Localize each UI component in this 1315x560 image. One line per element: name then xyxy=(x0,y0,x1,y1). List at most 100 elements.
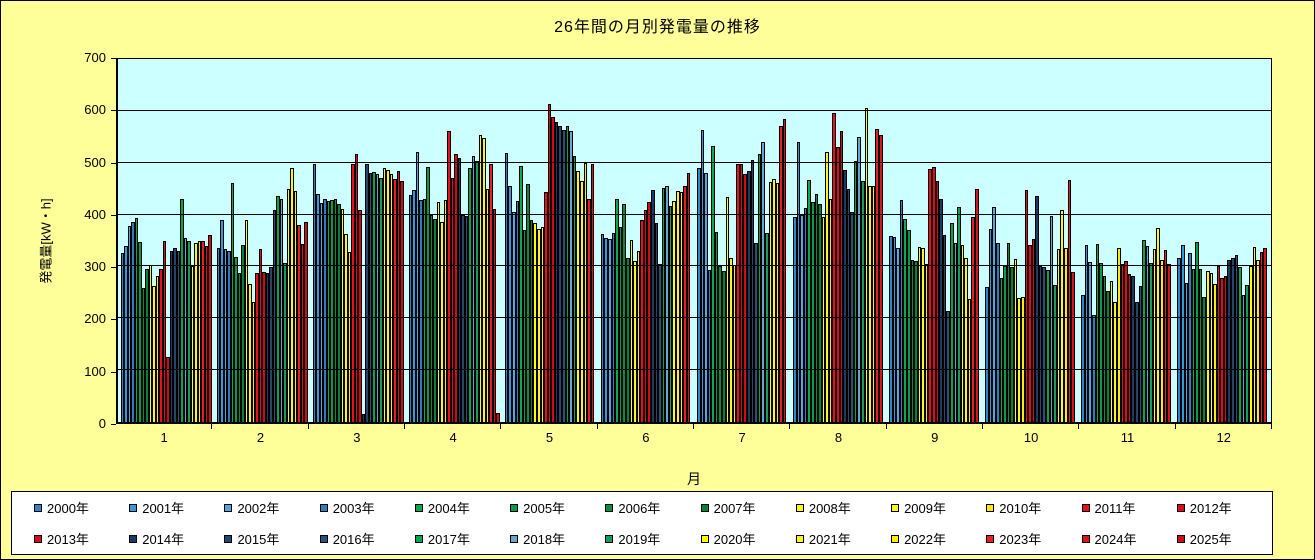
bar xyxy=(166,357,170,422)
x-axis-tick-mark xyxy=(1176,424,1272,429)
bar xyxy=(643,210,648,422)
bar xyxy=(1248,266,1253,422)
bar xyxy=(1071,272,1075,422)
bar xyxy=(633,261,637,422)
bar xyxy=(244,220,249,422)
bar xyxy=(1081,295,1085,422)
legend-item: 2002年 xyxy=(224,498,319,517)
bar xyxy=(1167,264,1171,422)
bar xyxy=(1149,262,1153,422)
legend-label: 2005年 xyxy=(523,501,566,516)
legend-marker xyxy=(605,503,614,512)
bar xyxy=(379,178,383,422)
bar xyxy=(454,154,458,422)
x-axis-tick-mark xyxy=(1079,424,1176,429)
legend-marker xyxy=(605,534,614,543)
bar xyxy=(227,250,231,422)
bar xyxy=(729,258,733,422)
legend-marker xyxy=(129,503,138,512)
bar xyxy=(515,200,520,422)
bar xyxy=(1017,298,1021,422)
bar xyxy=(1127,274,1132,422)
legend-marker xyxy=(414,534,423,543)
legend-marker xyxy=(1176,534,1185,543)
bar xyxy=(964,258,968,422)
month-group xyxy=(694,59,790,422)
bar xyxy=(625,258,630,422)
bar xyxy=(323,199,327,422)
bar xyxy=(608,239,612,422)
bar xyxy=(547,104,552,422)
x-axis-tick-mark xyxy=(116,424,213,429)
bar xyxy=(485,189,490,422)
legend-label: 2006年 xyxy=(618,501,661,516)
x-axis-category-label: 9 xyxy=(931,430,939,445)
bar xyxy=(389,174,394,422)
bar xyxy=(1188,253,1192,422)
bar xyxy=(1191,268,1196,422)
bar xyxy=(1252,247,1257,422)
legend-label: 2003年 xyxy=(332,501,375,516)
month-group xyxy=(118,59,214,422)
y-axis-tick-mark xyxy=(111,424,116,425)
bar xyxy=(457,158,462,422)
gridline xyxy=(118,161,1271,163)
bar xyxy=(562,130,566,422)
bar xyxy=(1006,243,1011,422)
legend-label: 2020年 xyxy=(713,532,756,547)
bar xyxy=(558,126,563,422)
y-axis-tick-label: 600 xyxy=(84,102,106,118)
bar xyxy=(537,228,541,422)
bar xyxy=(640,220,644,422)
bar xyxy=(283,263,287,422)
bar xyxy=(864,107,869,422)
bar xyxy=(141,288,145,422)
legend-label: 2019年 xyxy=(618,532,661,547)
bar xyxy=(361,413,366,422)
y-axis-tick-label: 400 xyxy=(84,206,106,222)
x-axis-category-label: 1 xyxy=(160,430,168,445)
bar xyxy=(1131,275,1135,422)
bar xyxy=(999,278,1004,422)
legend-marker xyxy=(319,534,328,543)
bar xyxy=(654,223,659,422)
legend-item: 2009年 xyxy=(891,498,986,517)
bar xyxy=(1195,241,1199,422)
bar xyxy=(1259,252,1264,422)
bar xyxy=(658,264,662,422)
bar xyxy=(988,229,993,422)
bar xyxy=(326,200,331,422)
bar xyxy=(1092,315,1096,422)
bar xyxy=(1198,269,1203,422)
bar xyxy=(471,155,476,422)
y-axis-tick-mark xyxy=(111,58,116,59)
bar xyxy=(707,269,712,422)
bar xyxy=(935,180,940,422)
bar xyxy=(843,169,847,422)
y-axis-tick-label: 300 xyxy=(84,259,106,275)
legend-item: 2022年 xyxy=(891,529,986,548)
gridline xyxy=(118,265,1271,267)
legend-item: 2025年 xyxy=(1176,529,1272,548)
bar xyxy=(1223,275,1228,422)
month-group xyxy=(310,59,406,422)
legend-label: 2000年 xyxy=(47,501,89,516)
bar xyxy=(1184,282,1189,422)
bar xyxy=(704,172,708,422)
bar xyxy=(1053,285,1057,422)
bar xyxy=(511,211,516,422)
bar xyxy=(461,215,465,422)
bar xyxy=(375,173,380,422)
bar xyxy=(1163,249,1168,422)
bar xyxy=(949,223,954,422)
bar xyxy=(1205,271,1210,422)
bar xyxy=(290,167,294,422)
bar xyxy=(1113,302,1118,422)
x-axis-tick-mark xyxy=(790,424,887,429)
bar xyxy=(992,206,996,422)
bar xyxy=(1213,284,1217,422)
bar xyxy=(248,283,252,422)
bar xyxy=(772,179,776,422)
bar xyxy=(818,204,822,422)
bar xyxy=(1088,262,1093,422)
